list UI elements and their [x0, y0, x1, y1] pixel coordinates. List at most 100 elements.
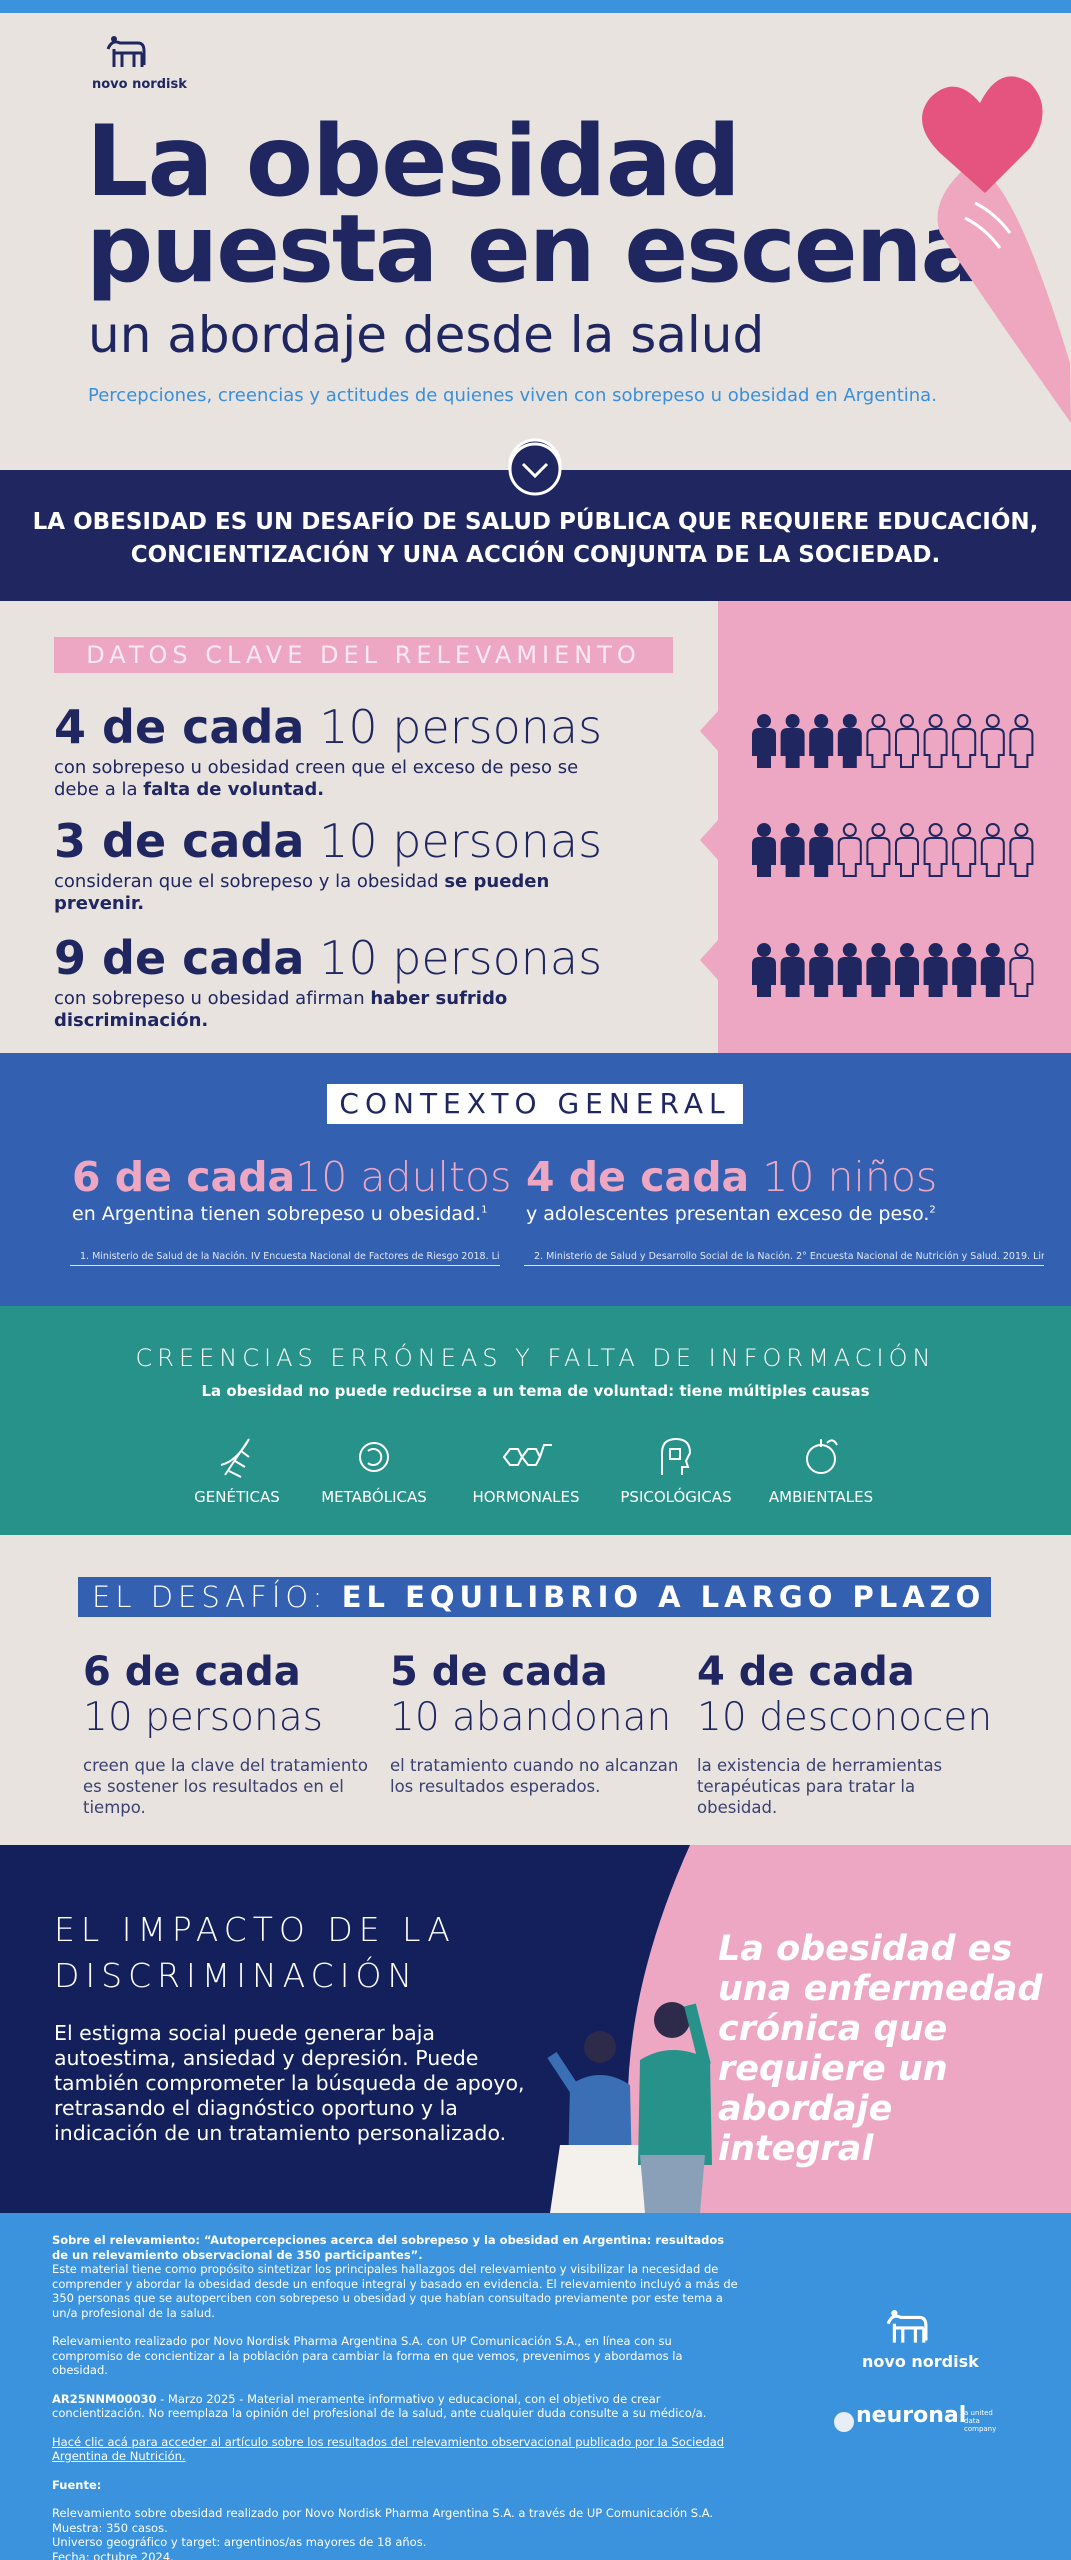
logo-icon	[886, 2310, 928, 2343]
cause-icon	[502, 1444, 552, 1466]
context-rest: 10 niños	[762, 1153, 938, 1201]
section-title: EL IMPACTO DE LA DISCRIMINACIÓN	[54, 1907, 456, 1999]
brand: novo nordisk	[862, 2352, 979, 2371]
person-body	[1009, 837, 1034, 877]
stat-lead: 4 de cada	[54, 700, 305, 754]
notch	[700, 940, 718, 980]
code: AR25NNM00030	[52, 2391, 157, 2406]
chevron	[508, 442, 562, 496]
cause-icon	[220, 1438, 250, 1478]
person-body	[980, 728, 1005, 768]
stat-lead: 3 de cada	[54, 814, 305, 868]
person-head	[842, 943, 857, 957]
person-body	[895, 957, 919, 997]
person-head	[757, 943, 771, 957]
context-rest: 10 adultos	[295, 1153, 512, 1201]
context-desc: en Argentina tienen sobrepeso u obesidad…	[72, 1203, 482, 1225]
section-title: EL DESAFÍO: EL EQUILIBRIO A LARGO PLAZO	[78, 1577, 991, 1617]
context-lead: 6 de cada	[72, 1153, 296, 1201]
code-desc: - Marzo 2025 - Material meramente inform…	[52, 2391, 707, 2421]
icon-shape	[359, 1442, 390, 1472]
person-head	[957, 943, 972, 957]
person-head	[900, 714, 914, 728]
person-head	[928, 714, 943, 728]
person-icon	[895, 943, 919, 997]
challenge: EL DESAFÍO: EL EQUILIBRIO A LARGO PLAZO …	[0, 1535, 1071, 1845]
context-ref: 1	[481, 1204, 488, 1216]
person-icon	[866, 714, 891, 768]
person-body	[837, 957, 862, 997]
person-body	[952, 728, 977, 768]
person-head	[814, 714, 829, 728]
person-head	[985, 714, 1000, 728]
partner-tag: a united data company	[964, 2409, 997, 2433]
pink-panel	[718, 601, 1071, 1053]
person-head	[814, 943, 829, 957]
article-link[interactable]: Hacé clic acá para acceder al artículo s…	[52, 2434, 725, 2464]
person-head	[871, 823, 886, 837]
person-icon	[780, 714, 805, 768]
stat-lead: 9 de cada	[54, 931, 305, 985]
context-heading: 6 de cada10 adultos	[72, 1153, 511, 1201]
cause-label: PSICOLÓGICAS	[620, 1488, 732, 1506]
context-heading: 4 de cada 10 niños	[526, 1153, 937, 1201]
brand: novo nordisk	[92, 77, 187, 92]
partner-text: Relevamiento realizado por Novo Nordisk …	[52, 2334, 683, 2377]
person-body	[980, 957, 1005, 997]
people-row	[752, 943, 1034, 997]
person-icon	[923, 943, 948, 997]
context-lead: 4 de cada	[526, 1153, 750, 1201]
banner-line: CONCIENTIZACIÓN Y UNA ACCIÓN CONJUNTA DE…	[130, 542, 941, 568]
person-icon	[952, 823, 977, 877]
context-ref: 2	[929, 1204, 936, 1216]
heart-hand	[922, 76, 1071, 423]
person-icon	[952, 943, 977, 997]
person-body	[866, 837, 891, 877]
person-icon	[895, 823, 919, 877]
stat-rest: 10 personas	[319, 700, 603, 754]
partner-brand: neuronal	[856, 2403, 967, 2428]
person-icon	[809, 823, 834, 877]
icon-shape	[502, 1444, 552, 1466]
stat-desc: consideran que el sobrepeso y la obesida…	[54, 871, 439, 892]
context-text: y adolescentes presentan exceso de peso.…	[526, 1203, 936, 1225]
icon-shape	[661, 1437, 692, 1475]
source-line: Universo geográfico y target: argentinos…	[52, 2535, 427, 2549]
person-body	[1009, 728, 1034, 768]
source-title: Fuente:	[52, 2477, 102, 2492]
person-icon	[752, 714, 776, 768]
title-line: EL IMPACTO DE LA	[54, 1910, 456, 1949]
stat-bold: haber sufrido discriminación.	[54, 988, 508, 1031]
context: CONTEXTO GENERAL 6 de cada10 adultos en A…	[0, 1053, 1071, 1306]
logo-icon	[106, 36, 146, 67]
people-row	[752, 714, 1034, 768]
person-head	[900, 823, 914, 837]
banner-line: LA OBESIDAD ES UN DESAFÍO DE SALUD PÚBLI…	[32, 509, 1039, 535]
person-body	[752, 957, 776, 997]
person-body	[923, 837, 948, 877]
person-head	[900, 943, 914, 957]
person-head	[1014, 943, 1029, 957]
person-head	[757, 823, 771, 837]
person-body	[809, 957, 834, 997]
person-head	[957, 823, 972, 837]
survey-title: Sobre el relevamiento: “Autopercepciones…	[52, 2233, 725, 2262]
person-head	[928, 823, 943, 837]
footer-text: Sobre el relevamiento: “Autopercepciones…	[52, 2233, 742, 2560]
person-head	[871, 943, 886, 957]
code-text: AR25NNM00030 - Marzo 2025 - Material mer…	[52, 2392, 742, 2421]
title: puesta en escena:	[86, 195, 1020, 304]
beliefs: CREENCIAS ERRÓNEAS Y FALTA DE INFORMACIÓ…	[0, 1306, 1071, 1535]
source-line: Relevamiento sobre obesidad realizado po…	[52, 2506, 714, 2520]
challenge-rest: 10 personas	[83, 1695, 323, 1740]
person-head	[814, 823, 829, 837]
cause-icon	[359, 1442, 390, 1472]
person-head	[985, 943, 1000, 957]
source-line: Muestra: 350 casos.	[52, 2520, 168, 2535]
cause-label: AMBIENTALES	[768, 1488, 874, 1506]
person-head	[957, 714, 972, 728]
stat-desc: con sobrepeso u obesidad creen que el ex…	[54, 757, 579, 800]
person-head	[928, 943, 943, 957]
header: novo nordisk La obesidad puesta en escen…	[0, 13, 1071, 470]
stat-bold: falta de voluntad.	[143, 779, 325, 800]
